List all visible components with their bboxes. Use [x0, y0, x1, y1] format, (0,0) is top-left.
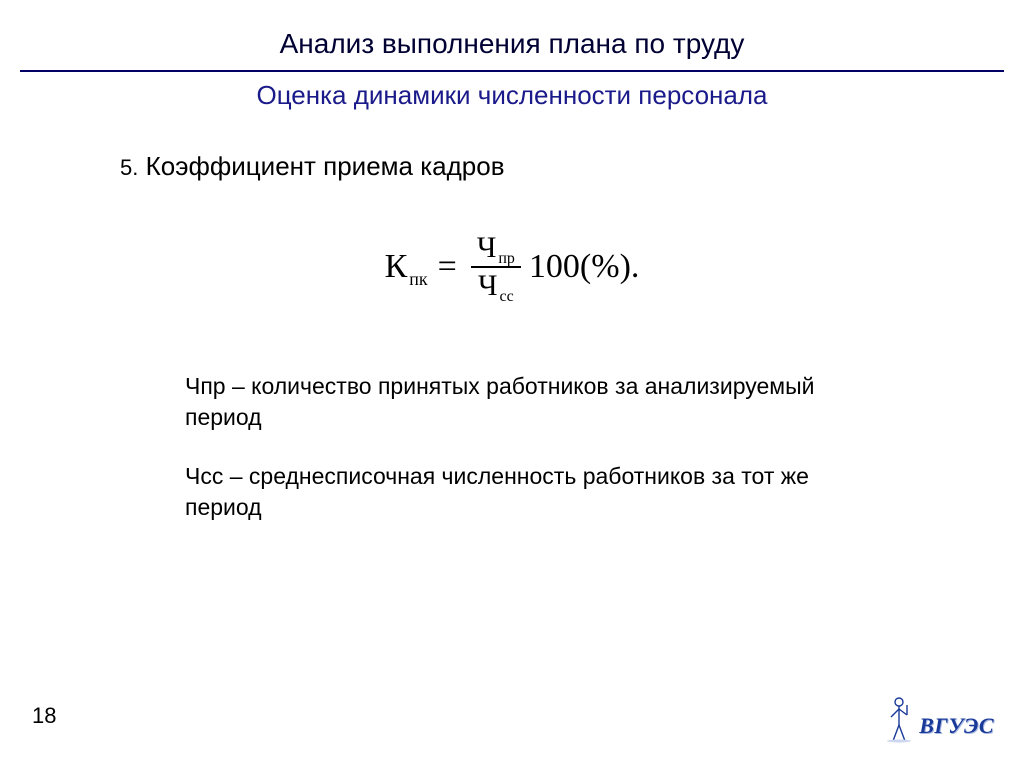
formula-equals: = — [438, 248, 457, 286]
logo-figure-icon — [885, 695, 913, 743]
section-number: 5. — [120, 155, 138, 180]
formula-container: К пк = Ч пр Ч сс 100(%). — [0, 232, 1024, 301]
title-underline — [20, 70, 1004, 72]
formula-numerator: Ч пр — [471, 232, 521, 268]
section-heading-text: Коэффициент приема кадров — [146, 151, 505, 181]
formula-fraction: Ч пр Ч сс — [471, 232, 521, 301]
formula-den-main: Ч — [478, 270, 498, 302]
formula-lhs-main: К — [385, 248, 408, 286]
formula-tail: 100(%). — [529, 248, 639, 286]
formula-num-sub: пр — [498, 251, 515, 268]
formula-lhs-sub: пк — [409, 269, 427, 290]
page-number: 18 — [32, 703, 56, 729]
slide-subtitle: Оценка динамики численности персонала — [0, 80, 1024, 111]
logo: ВГУЭС — [885, 695, 994, 743]
formula-den-sub: сс — [500, 289, 514, 306]
definition-1: Чпр – количество принятых работников за … — [185, 371, 825, 433]
slide-title: Анализ выполнения плана по труду — [0, 0, 1024, 70]
formula-denominator: Ч сс — [472, 268, 520, 302]
formula-num-main: Ч — [477, 232, 497, 264]
formula: К пк = Ч пр Ч сс 100(%). — [385, 232, 640, 301]
section-heading: 5. Коэффициент приема кадров — [120, 151, 1024, 182]
logo-text: ВГУЭС — [919, 713, 994, 743]
definitions: Чпр – количество принятых работников за … — [185, 371, 825, 523]
formula-lhs: К пк — [385, 248, 428, 286]
definition-2: Чсс – среднесписочная численность работн… — [185, 461, 825, 523]
logo-svg — [885, 695, 913, 743]
